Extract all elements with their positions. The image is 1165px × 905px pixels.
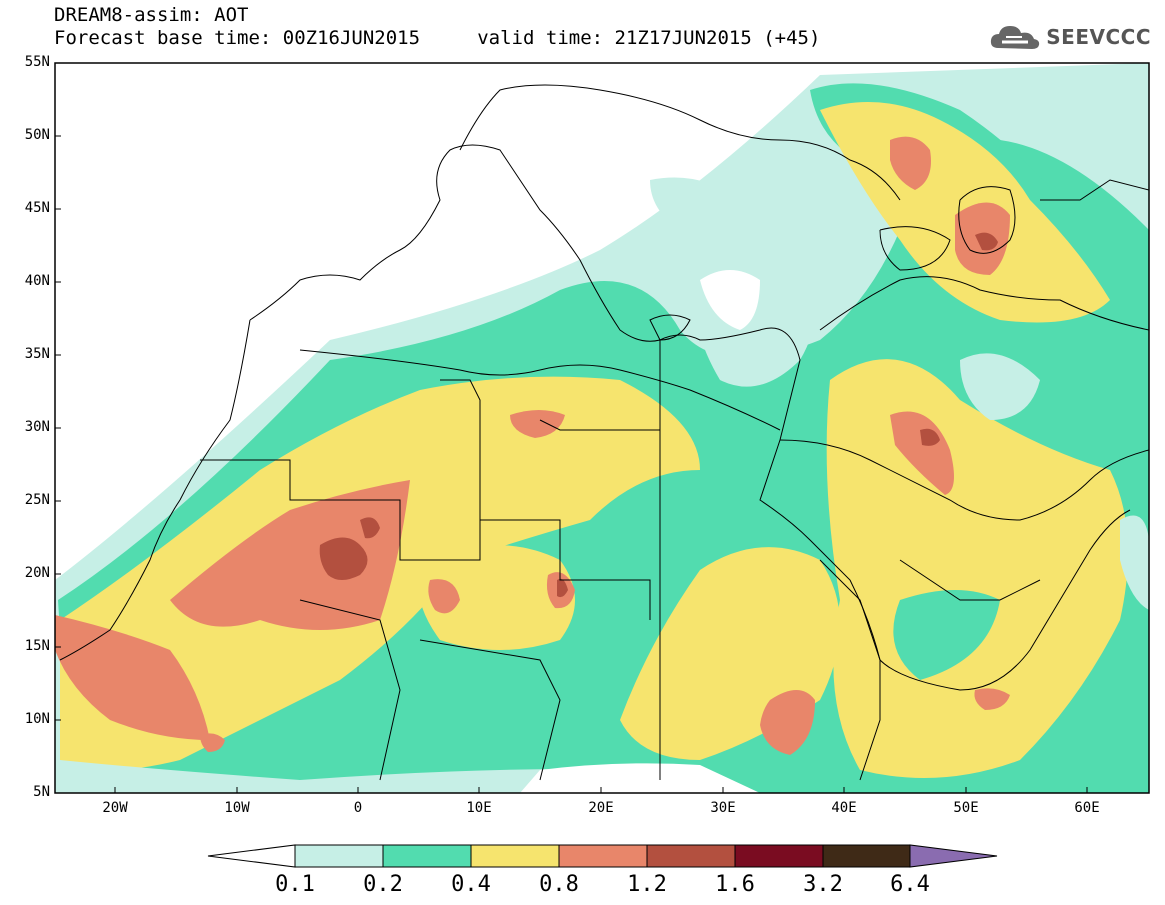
coastlines <box>59 84 1149 781</box>
colorbar-segment-1.2-1.6 <box>646 844 736 868</box>
lon-label: 60E <box>1074 800 1100 816</box>
colorbar-label: 0.4 <box>451 872 491 897</box>
colorbar-segment-0.8-1.2 <box>558 844 648 868</box>
colorbar-label: 3.2 <box>803 872 843 897</box>
colorbar-label: 0.2 <box>363 872 403 897</box>
lat-label: 55N <box>24 54 50 70</box>
cloud-icon <box>991 26 1040 49</box>
aot-field <box>55 63 1149 793</box>
lat-label: 45N <box>24 200 50 216</box>
lat-label: 25N <box>24 492 50 508</box>
colorbar-label: 1.6 <box>715 872 755 897</box>
colorbar-segment-above-6.4 <box>909 844 998 868</box>
lat-label: 40N <box>24 273 50 289</box>
lon-label: 10W <box>224 800 250 816</box>
lat-label: 5N <box>33 784 50 800</box>
lon-label: 30E <box>710 800 736 816</box>
colorbar-segment-1.6-3.2 <box>734 844 824 868</box>
lon-label: 50E <box>953 800 979 816</box>
lat-label: 15N <box>24 638 50 654</box>
lat-label: 35N <box>24 346 50 362</box>
colorbar-segment-0.4-0.8 <box>470 844 560 868</box>
colorbar-segment-0.1-0.2 <box>294 844 384 868</box>
colorbar-label: 6.4 <box>890 872 930 897</box>
chart-subtitle: Forecast base time: 00Z16JUN2015 valid t… <box>54 27 821 49</box>
lon-label: 0 <box>353 800 363 816</box>
colorbar-label: 0.8 <box>539 872 579 897</box>
colorbar <box>207 844 998 868</box>
colorbar-segment-0.2-0.4 <box>382 844 472 868</box>
lat-label: 20N <box>24 565 50 581</box>
lon-label: 10E <box>466 800 492 816</box>
lat-label: 50N <box>24 127 50 143</box>
lon-label: 20W <box>102 800 128 816</box>
chart-title: DREAM8-assim: AOT <box>54 4 249 26</box>
lat-label: 10N <box>24 711 50 727</box>
lat-label: 30N <box>24 419 50 435</box>
colorbar-segment-below-0.1 <box>207 844 296 868</box>
seevccc-logo: SEEVCCC <box>988 22 1151 52</box>
axis-ticks <box>55 62 1088 794</box>
colorbar-label: 1.2 <box>627 872 667 897</box>
logo-text: SEEVCCC <box>1046 25 1151 49</box>
lon-label: 40E <box>831 800 857 816</box>
lon-label: 20E <box>588 800 614 816</box>
colorbar-label: 0.1 <box>275 872 315 897</box>
colorbar-segment-3.2-6.4 <box>822 844 911 868</box>
